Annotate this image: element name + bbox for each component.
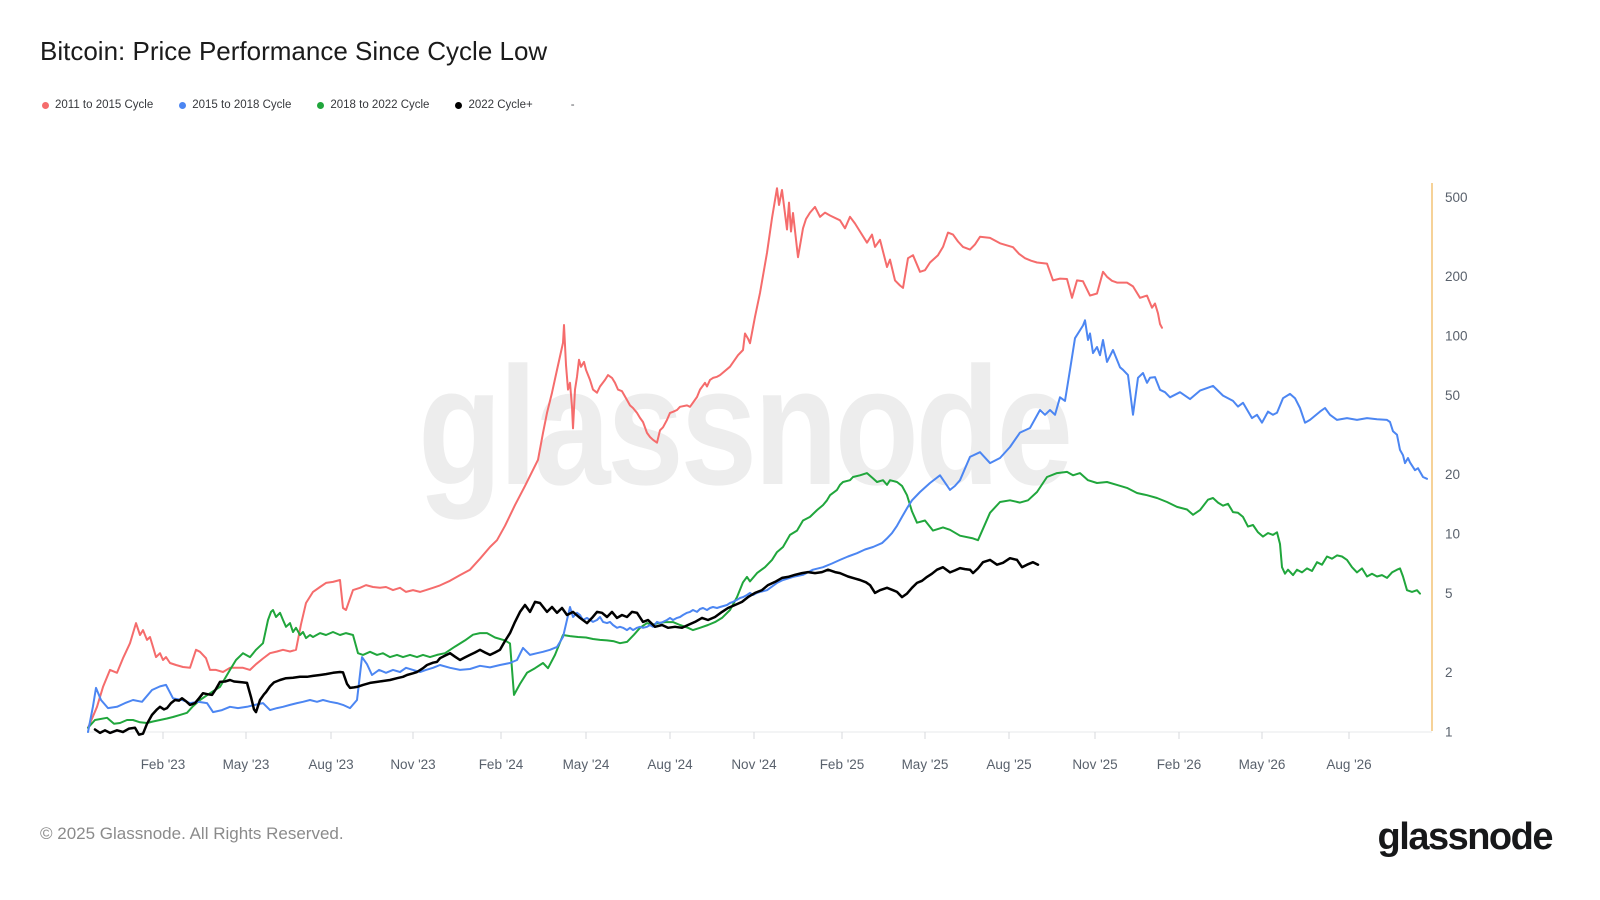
series-line-2015-to-2018-cycle[interactable]	[87, 319, 1428, 733]
legend-item-2022-cycle-[interactable]: 2022 Cycle+	[455, 99, 533, 111]
chart-legend: 2011 to 2015 Cycle 2015 to 2018 Cycle 2018…	[42, 99, 575, 111]
series-line-2022-cycle-[interactable]	[93, 556, 1040, 736]
y-axis-label: 50	[1445, 388, 1460, 403]
series-line-2011-to-2015-cycle[interactable]	[87, 187, 1163, 729]
legend-item-label: 2018 to 2022 Cycle	[330, 99, 430, 111]
y-axis-label: 5	[1445, 586, 1453, 601]
x-axis-label: Feb '25	[820, 757, 865, 772]
legend-item-label: 2015 to 2018 Cycle	[192, 99, 292, 111]
x-axis-label: May '25	[902, 757, 949, 772]
x-axis-label: Aug '25	[986, 757, 1031, 772]
y-axis-label: 100	[1445, 329, 1468, 344]
x-axis-label: Aug '26	[1326, 757, 1371, 772]
series-line-2018-to-2022-cycle[interactable]	[87, 470, 1421, 729]
legend-dot-icon	[317, 101, 325, 109]
legend-item-2015-to-2018-cycle[interactable]: 2015 to 2018 Cycle	[179, 99, 291, 111]
chart-title: Bitcoin: Price Performance Since Cycle L…	[40, 36, 548, 66]
y-axis-label: 2	[1445, 665, 1453, 680]
x-axis-label: May '24	[563, 757, 610, 772]
y-axis-label: 10	[1445, 527, 1460, 542]
copyright-text: © 2025 Glassnode. All Rights Reserved.	[40, 824, 344, 843]
legend-dot-icon	[455, 101, 463, 109]
x-axis-label: Nov '24	[731, 757, 777, 772]
glassnode-logo: glassnode	[1377, 816, 1554, 858]
legend-item-2011-to-2015-cycle[interactable]: 2011 to 2015 Cycle	[42, 99, 153, 111]
x-axis-label: Feb '24	[479, 757, 524, 772]
legend-item-2018-to-2022-cycle[interactable]: 2018 to 2022 Cycle	[317, 99, 429, 111]
x-axis-label: Aug '23	[308, 757, 353, 772]
x-axis-label: May '23	[223, 757, 270, 772]
x-axis-label: Nov '23	[390, 757, 435, 772]
legend-item-label: 2011 to 2015 Cycle	[55, 99, 154, 111]
legend-extra-dash: -	[570, 99, 575, 111]
x-axis-label: May '26	[1239, 757, 1286, 772]
legend-dot-icon	[179, 101, 187, 109]
y-axis-label: 20	[1445, 467, 1460, 482]
x-axis-label: Nov '25	[1072, 757, 1117, 772]
x-axis-label: Feb '26	[1157, 757, 1202, 772]
x-axis-label: Feb '23	[141, 757, 186, 772]
legend-dot-icon	[42, 101, 49, 109]
glassnode-watermark: glassnode	[418, 332, 1073, 520]
y-axis-label: 500	[1445, 190, 1468, 205]
x-axis-label: Aug '24	[647, 757, 693, 772]
y-axis-label: 1	[1445, 725, 1453, 740]
legend-item-label: 2022 Cycle+	[468, 99, 533, 111]
y-axis-label: 200	[1445, 269, 1468, 284]
